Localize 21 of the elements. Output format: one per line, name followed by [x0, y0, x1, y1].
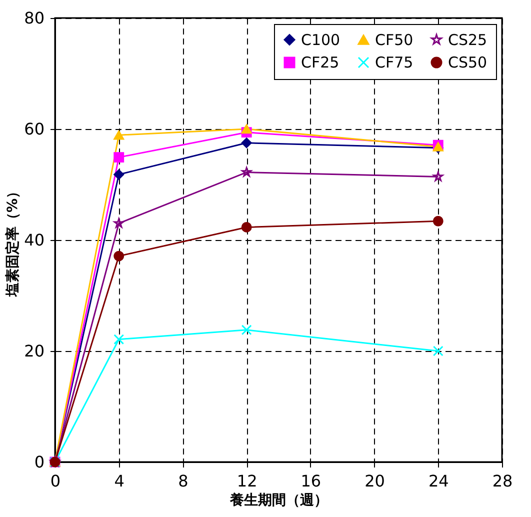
- x-tick-label: 8: [178, 472, 188, 490]
- legend-label: CS25: [448, 30, 488, 49]
- x-tick-label: 4: [114, 472, 124, 490]
- y-tick-label: 80: [24, 8, 44, 28]
- legend-label: CF50: [375, 30, 414, 49]
- y-tick-label: 20: [24, 342, 44, 360]
- legend-label: CF75: [375, 54, 414, 72]
- x-tick-label: 0: [50, 472, 61, 490]
- x-tick-label: 20: [364, 472, 385, 490]
- y-tick-label: 40: [24, 230, 44, 250]
- x-tick-label: 16: [300, 472, 322, 490]
- x-tick-label: 28: [492, 472, 513, 490]
- y-tick-label: 0: [34, 452, 44, 472]
- y-axis-title: 塩素固定率（%）: [4, 184, 22, 298]
- legend-label: CF25: [301, 54, 340, 72]
- x-axis-title: 養生期間（週）: [229, 492, 328, 508]
- y-tick-label: 60: [24, 120, 44, 138]
- x-tick-label: 24: [428, 472, 449, 490]
- legend-label: CS50: [448, 54, 488, 72]
- x-tick-label: 12: [236, 472, 258, 490]
- legend-label: C100: [301, 30, 340, 49]
